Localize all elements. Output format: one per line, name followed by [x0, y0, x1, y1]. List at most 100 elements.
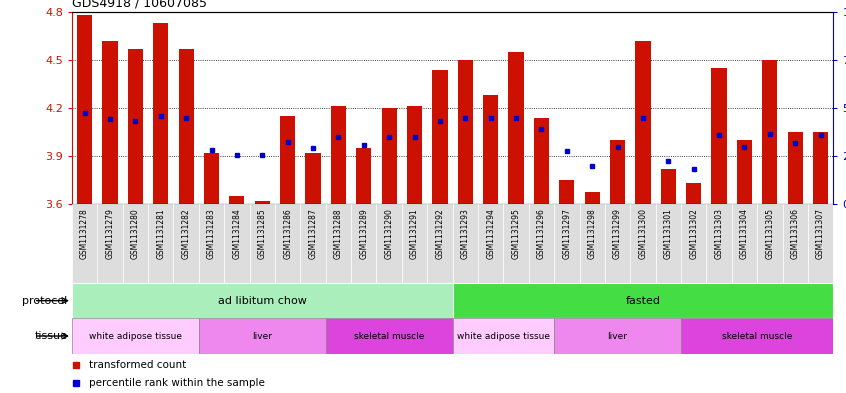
Bar: [554, 204, 580, 283]
Bar: [382, 108, 397, 204]
Bar: [153, 23, 168, 204]
Bar: [453, 283, 833, 318]
Text: GSM1131295: GSM1131295: [512, 208, 520, 259]
Bar: [77, 15, 92, 204]
Bar: [686, 184, 701, 204]
Bar: [224, 204, 250, 283]
Bar: [635, 40, 651, 204]
Bar: [204, 153, 219, 204]
Bar: [250, 204, 275, 283]
Bar: [610, 140, 625, 204]
Text: GSM1131290: GSM1131290: [385, 208, 393, 259]
Bar: [503, 204, 529, 283]
Text: GSM1131289: GSM1131289: [360, 208, 368, 259]
Text: GSM1131294: GSM1131294: [486, 208, 495, 259]
Text: GSM1131306: GSM1131306: [791, 208, 799, 259]
Text: GSM1131283: GSM1131283: [207, 208, 216, 259]
Bar: [559, 180, 574, 204]
Bar: [199, 318, 326, 354]
Bar: [305, 153, 321, 204]
Text: GSM1131282: GSM1131282: [182, 208, 190, 259]
Text: GSM1131288: GSM1131288: [334, 208, 343, 259]
Text: GSM1131285: GSM1131285: [258, 208, 266, 259]
Text: liver: liver: [252, 332, 272, 340]
Bar: [732, 204, 757, 283]
Text: GSM1131300: GSM1131300: [639, 208, 647, 259]
Bar: [706, 204, 732, 283]
Text: skeletal muscle: skeletal muscle: [354, 332, 425, 340]
Bar: [255, 201, 270, 204]
Bar: [762, 60, 777, 204]
Bar: [783, 204, 808, 283]
Bar: [179, 49, 194, 204]
Bar: [554, 318, 681, 354]
Bar: [97, 204, 123, 283]
Text: GSM1131303: GSM1131303: [715, 208, 723, 259]
Text: GSM1131296: GSM1131296: [537, 208, 546, 259]
Bar: [737, 140, 752, 204]
Text: GDS4918 / 10607085: GDS4918 / 10607085: [72, 0, 207, 9]
Text: GSM1131305: GSM1131305: [766, 208, 774, 259]
Bar: [407, 107, 422, 204]
Bar: [788, 132, 803, 204]
Text: tissue: tissue: [35, 331, 68, 341]
Text: GSM1131280: GSM1131280: [131, 208, 140, 259]
Bar: [508, 52, 524, 204]
Text: percentile rank within the sample: percentile rank within the sample: [89, 378, 265, 388]
Bar: [661, 169, 676, 204]
Text: liver: liver: [607, 332, 628, 340]
Text: GSM1131301: GSM1131301: [664, 208, 673, 259]
Text: GSM1131278: GSM1131278: [80, 208, 89, 259]
Bar: [229, 196, 244, 204]
Bar: [356, 148, 371, 204]
Bar: [605, 204, 630, 283]
Bar: [331, 107, 346, 204]
Text: GSM1131284: GSM1131284: [233, 208, 241, 259]
Text: GSM1131281: GSM1131281: [157, 208, 165, 259]
Bar: [123, 204, 148, 283]
Text: GSM1131286: GSM1131286: [283, 208, 292, 259]
Bar: [458, 60, 473, 204]
Text: GSM1131297: GSM1131297: [563, 208, 571, 259]
Bar: [300, 204, 326, 283]
Bar: [711, 68, 727, 204]
Bar: [275, 204, 300, 283]
Text: ad libitum chow: ad libitum chow: [217, 296, 307, 306]
Text: GSM1131293: GSM1131293: [461, 208, 470, 259]
Text: skeletal muscle: skeletal muscle: [722, 332, 793, 340]
Bar: [102, 40, 118, 204]
Bar: [351, 204, 376, 283]
Bar: [483, 95, 498, 204]
Bar: [529, 204, 554, 283]
Text: GSM1131292: GSM1131292: [436, 208, 444, 259]
Text: protocol: protocol: [23, 296, 68, 306]
Text: GSM1131287: GSM1131287: [309, 208, 317, 259]
Bar: [681, 318, 833, 354]
Bar: [72, 318, 199, 354]
Bar: [534, 118, 549, 204]
Bar: [326, 318, 453, 354]
Bar: [376, 204, 402, 283]
Bar: [453, 318, 554, 354]
Bar: [128, 49, 143, 204]
Bar: [656, 204, 681, 283]
Bar: [402, 204, 427, 283]
Bar: [681, 204, 706, 283]
Bar: [427, 204, 453, 283]
Bar: [630, 204, 656, 283]
Bar: [757, 204, 783, 283]
Text: GSM1131299: GSM1131299: [613, 208, 622, 259]
Bar: [813, 132, 828, 204]
Bar: [326, 204, 351, 283]
Text: transformed count: transformed count: [89, 360, 186, 371]
Bar: [432, 70, 448, 204]
Bar: [585, 191, 600, 204]
Bar: [72, 204, 97, 283]
Text: GSM1131307: GSM1131307: [816, 208, 825, 259]
Text: GSM1131291: GSM1131291: [410, 208, 419, 259]
Text: fasted: fasted: [625, 296, 661, 306]
Bar: [173, 204, 199, 283]
Bar: [580, 204, 605, 283]
Bar: [72, 283, 453, 318]
Text: GSM1131279: GSM1131279: [106, 208, 114, 259]
